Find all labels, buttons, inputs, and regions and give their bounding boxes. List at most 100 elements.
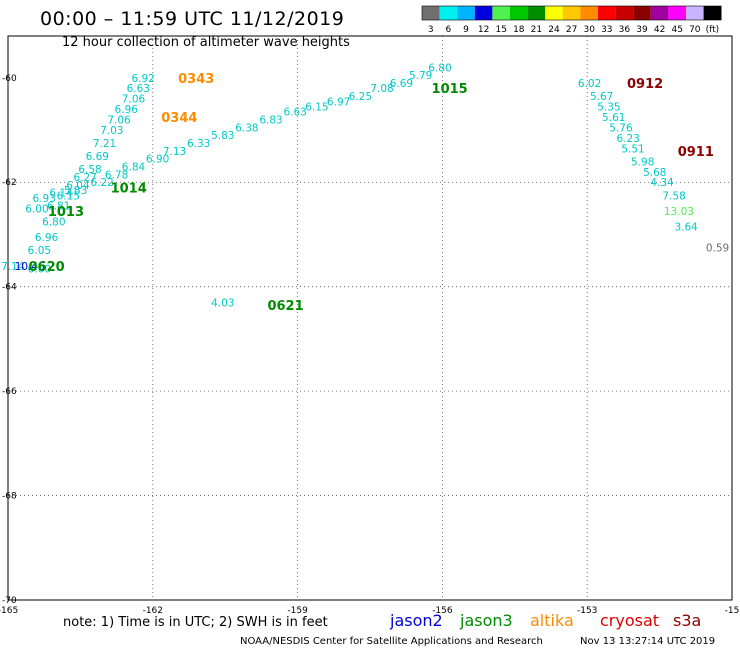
legend-border: [421, 5, 722, 21]
legend-swatch-11: [598, 6, 616, 20]
legend-label: 21: [531, 25, 542, 35]
legend-label: 27: [566, 25, 577, 35]
legend-swatch-15: [668, 6, 686, 20]
legend-label: 24: [548, 25, 560, 35]
swh-value: 6.27: [74, 172, 97, 184]
swh-value: 5.98: [631, 156, 654, 168]
footer-credit: NOAA/NESDIS Center for Satellite Applica…: [240, 636, 543, 647]
legend-label: 15: [495, 25, 506, 35]
time-label: 0343: [178, 72, 214, 87]
x-tick-label: -159: [287, 606, 308, 616]
swh-value: 6.83: [259, 115, 282, 127]
legend-swatch-17: [703, 6, 722, 20]
time-label: 1013: [48, 205, 84, 220]
chart-title: 00:00 – 11:59 UTC 11/12/2019: [40, 8, 344, 30]
legend-swatch-3: [457, 6, 475, 20]
swh-value: 7.13: [163, 146, 186, 158]
swh-value: 5.76: [609, 122, 633, 134]
legend-swatch-16: [686, 6, 704, 20]
swh-value: 7.21: [93, 138, 116, 150]
swh-value: 5.79: [409, 70, 432, 82]
time-label: 0912: [627, 77, 663, 92]
satellite-s3a: s3a: [673, 611, 701, 630]
footer-timestamp: Nov 13 13:27:14 UTC 2019: [580, 636, 715, 647]
swh-value: 6.93: [33, 193, 56, 205]
legend-label: 18: [513, 25, 525, 35]
swh-value: 0.59: [706, 243, 729, 255]
swh-value: 6.33: [187, 138, 210, 150]
legend-swatch-2: [439, 6, 458, 20]
swh-value: 6.80: [42, 216, 65, 228]
swh-value: 6.81: [47, 201, 70, 213]
satellite-cryosat: cryosat: [600, 611, 659, 630]
swh-value: 6.05: [28, 245, 51, 257]
time-label: 0344: [161, 111, 197, 126]
legend-label: 30: [583, 25, 595, 35]
y-tick-label: -62: [2, 178, 17, 188]
swh-value: 5.67: [590, 91, 613, 103]
swh-value: 5.51: [621, 143, 644, 155]
swh-value: 6.15: [305, 102, 328, 114]
swh-value: 7.06: [107, 115, 131, 127]
legend-label: (ft): [706, 25, 720, 35]
swh-value: 5.68: [643, 167, 666, 179]
legend-label: 45: [671, 25, 682, 35]
swh-value: 6.63: [283, 107, 306, 119]
swh-value: 5.83: [64, 185, 87, 197]
swh-value: 6.63: [127, 83, 150, 95]
swh-value: 6.69: [390, 78, 413, 90]
swh-value: 6.90: [146, 154, 169, 166]
y-tick-label: -66: [2, 387, 17, 397]
swh-value: 7.03: [100, 125, 123, 137]
swh-value: 6.00: [28, 263, 51, 275]
legend-swatch-6: [510, 6, 528, 20]
chart-subtitle: 12 hour collection of altimeter wave hei…: [62, 35, 350, 50]
legend-swatch-4: [474, 6, 493, 20]
swh-value: 6.84: [122, 162, 146, 174]
swh-value: 6.58: [78, 164, 101, 176]
footer-note: note: 1) Time is in UTC; 2) SWH is in fe…: [63, 615, 328, 630]
legend-label: 12: [478, 25, 489, 35]
legend-swatch-13: [633, 6, 651, 20]
legend-label: 9: [463, 25, 469, 35]
legend-swatch-8: [545, 6, 563, 20]
swh-value: 7.14: [1, 261, 25, 273]
swh-value: 6.69: [86, 151, 109, 163]
swh-value: 6.15: [57, 190, 80, 202]
swh-value: 5.61: [602, 112, 625, 124]
swh-value: 6.92: [131, 73, 154, 85]
x-tick-label: -15: [725, 606, 740, 616]
legend-label: 3: [428, 25, 434, 35]
legend-swatch-14: [650, 6, 669, 20]
satellite-jason2: jason2: [389, 611, 443, 630]
swh-value: 6.23: [617, 133, 640, 145]
legend-swatch-9: [562, 6, 581, 20]
time-label: 1014: [111, 181, 147, 196]
plot-frame: [7, 35, 733, 601]
legend-label: 42: [654, 25, 665, 35]
legend-label: 6: [446, 25, 452, 35]
legend-label: 33: [601, 25, 612, 35]
swh-value: 5.35: [597, 102, 620, 114]
data-points: 6.926.637.066.967.067.037.216.696.586.27…: [1, 62, 729, 314]
swh-value: 6.14: [49, 188, 73, 200]
legend-swatch-12: [615, 6, 634, 20]
swh-value: 7.06: [122, 94, 146, 106]
legend-label: 36: [619, 25, 631, 35]
swh-value: 5.83: [211, 130, 234, 142]
swh-value: 7.08: [370, 83, 393, 95]
satellite-jason3: jason3: [459, 611, 513, 630]
swh-value: 6.97: [327, 96, 350, 108]
swh-value: 10.46: [15, 261, 45, 273]
swh-value: 7.58: [662, 190, 685, 202]
swh-value: 6.38: [235, 122, 258, 134]
time-label: 0620: [29, 260, 65, 275]
legend-label: 39: [636, 25, 648, 35]
satellite-legend: jason2 jason3 altika cryosat s3a: [389, 611, 701, 630]
legend-swatch-10: [580, 6, 598, 20]
swh-value: 13.03: [664, 206, 694, 218]
swh-value: 6.96: [115, 104, 139, 116]
swh-value: 6.25: [349, 91, 372, 103]
